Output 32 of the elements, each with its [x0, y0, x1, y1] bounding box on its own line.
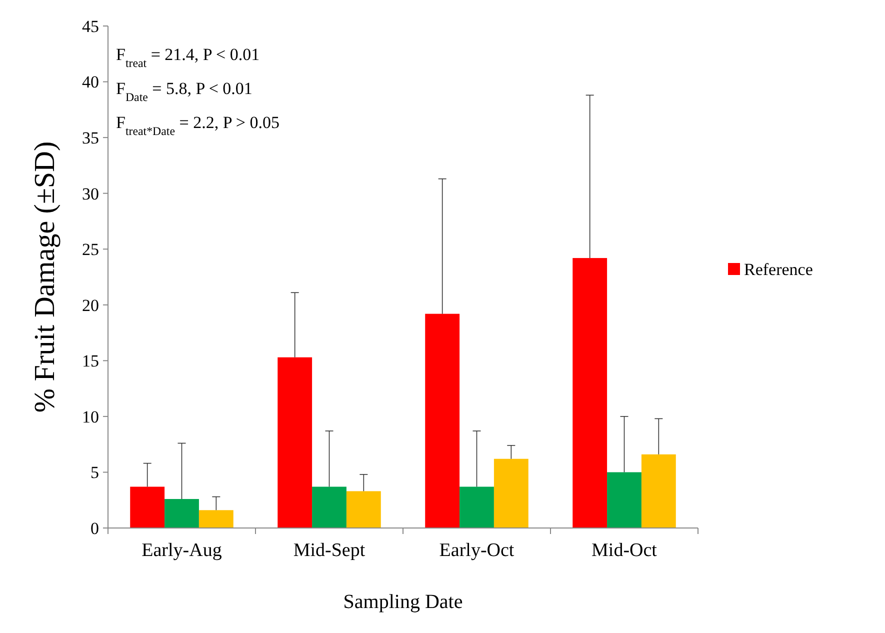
bar — [198, 510, 234, 528]
bar — [494, 458, 528, 528]
bar — [572, 258, 608, 528]
x-tick-label: Mid-Oct — [592, 540, 658, 561]
y-tick-label: 45 — [82, 16, 99, 36]
y-tick-label: 5 — [90, 463, 99, 482]
bar — [641, 454, 676, 528]
legend-label: Reference — [744, 260, 813, 279]
annotation: F$_{Date}$ = 5.8, P < 0.01 — [116, 79, 252, 104]
bar — [164, 498, 199, 528]
y-tick-label: 10 — [82, 407, 99, 426]
y-tick-label: 25 — [82, 240, 99, 260]
bar — [312, 486, 346, 528]
annotation: F$_{treat*Date}$ = 2.2, P > 0.05 — [116, 113, 280, 138]
bar — [130, 486, 165, 528]
bar — [460, 486, 494, 528]
bar — [607, 472, 642, 528]
y-tick-label: 30 — [82, 184, 99, 204]
x-axis-title: Sampling Date — [343, 591, 463, 613]
y-tick-label: 40 — [82, 72, 99, 92]
y-tick-label: 35 — [82, 128, 99, 148]
bar — [346, 491, 381, 528]
bar — [278, 357, 312, 528]
y-axis-title: % Fruit Damage (±SD) — [29, 141, 61, 413]
bar — [425, 314, 460, 528]
x-tick-label: Early-Oct — [439, 540, 515, 561]
y-tick-label: 0 — [90, 518, 99, 538]
y-tick-label: 20 — [82, 296, 99, 315]
x-tick-label: Early-Aug — [142, 540, 222, 561]
x-tick-label: Mid-Sept — [293, 540, 366, 561]
y-tick-label: 15 — [82, 352, 99, 371]
annotation: F$_{treat}$ = 21.4, P < 0.01 — [116, 45, 260, 70]
